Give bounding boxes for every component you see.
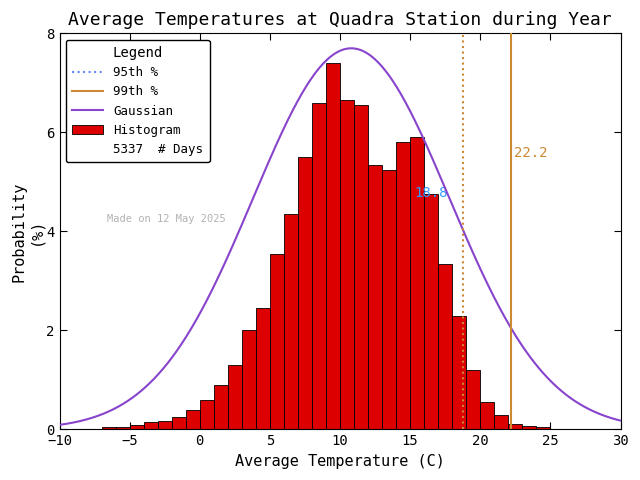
Bar — [186, 409, 200, 430]
Y-axis label: Probability
(%): Probability (%) — [11, 181, 44, 282]
Text: Made on 12 May 2025: Made on 12 May 2025 — [108, 214, 226, 224]
Bar — [452, 316, 467, 430]
Line: Gaussian: Gaussian — [60, 48, 621, 425]
Bar — [102, 427, 116, 430]
Text: 22.2: 22.2 — [514, 146, 547, 160]
95th % — [460, 377, 467, 383]
Bar — [143, 422, 157, 430]
Bar — [494, 415, 508, 430]
Bar — [467, 370, 480, 430]
Bar — [354, 105, 368, 430]
Bar — [228, 365, 242, 430]
99th % — [508, 427, 515, 432]
Gaussian — [617, 418, 625, 423]
Bar — [172, 417, 186, 430]
Bar — [396, 143, 410, 430]
Bar — [312, 103, 326, 430]
Bar — [130, 424, 143, 430]
Bar — [242, 330, 256, 430]
Bar — [382, 169, 396, 430]
Gaussian — [504, 320, 511, 325]
Text: 18.8: 18.8 — [414, 186, 448, 200]
Bar — [340, 100, 354, 430]
Bar — [326, 63, 340, 430]
Bar — [214, 385, 228, 430]
Bar — [284, 214, 298, 430]
Gaussian — [113, 405, 121, 410]
Bar — [438, 264, 452, 430]
Bar — [480, 402, 494, 430]
Bar — [200, 400, 214, 430]
Bar — [368, 165, 382, 430]
Bar — [550, 429, 564, 430]
Gaussian — [442, 186, 449, 192]
Bar — [298, 157, 312, 430]
Bar — [270, 254, 284, 430]
Title: Average Temperatures at Quadra Station during Year: Average Temperatures at Quadra Station d… — [68, 11, 612, 29]
99th % — [508, 377, 515, 383]
Gaussian — [303, 83, 310, 89]
Bar — [536, 428, 550, 430]
Bar — [424, 194, 438, 430]
Gaussian — [56, 422, 63, 428]
Bar — [256, 308, 270, 430]
X-axis label: Average Temperature (C): Average Temperature (C) — [235, 454, 445, 469]
Bar — [508, 423, 522, 430]
Bar — [410, 137, 424, 430]
Bar — [157, 420, 172, 430]
Legend: 95th %, 99th %, Gaussian, Histogram, 5337  # Days: 95th %, 99th %, Gaussian, Histogram, 533… — [66, 40, 209, 162]
Gaussian — [493, 301, 501, 307]
Gaussian — [282, 120, 290, 126]
Bar — [116, 427, 130, 430]
Gaussian — [347, 46, 355, 51]
Bar — [522, 426, 536, 430]
95th % — [460, 427, 467, 432]
